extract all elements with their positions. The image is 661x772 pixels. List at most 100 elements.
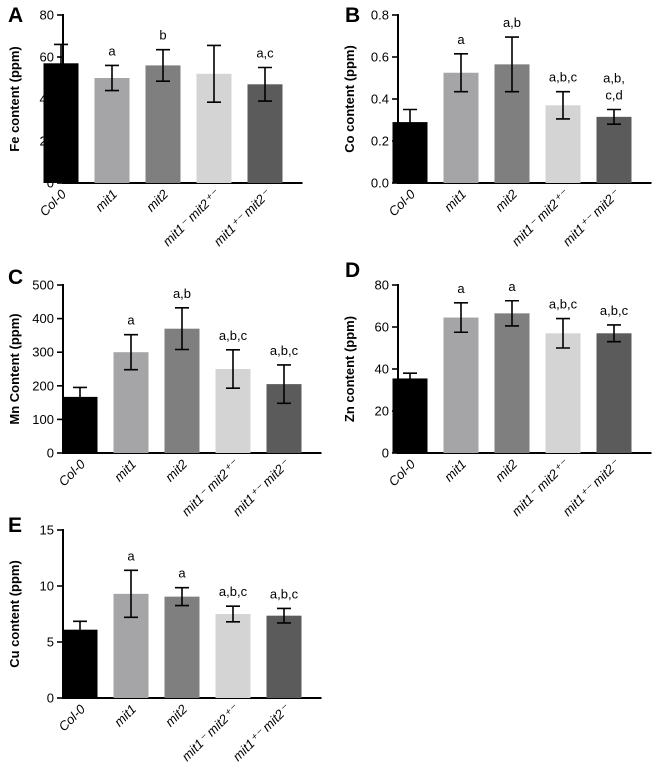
- y-tick-label: 500: [32, 278, 54, 293]
- bar: [43, 63, 79, 183]
- significance-label: a: [127, 548, 135, 563]
- error-bar: [556, 317, 570, 349]
- y-tick-label: 0.4: [371, 92, 389, 107]
- x-tick-label: mit2: [162, 701, 191, 730]
- y-tick-label: 80: [375, 278, 389, 293]
- x-tick-label: Col-0: [56, 456, 89, 489]
- error-bar: [105, 64, 119, 92]
- x-tick-label: Col-0: [386, 186, 419, 219]
- significance-label: b: [159, 28, 166, 43]
- y-axis-title: Mn Content (ppm): [7, 313, 22, 424]
- x-tick-label: mit2: [492, 186, 521, 215]
- bar: [145, 65, 181, 183]
- significance-label: a,b,c: [600, 303, 629, 318]
- bar: [596, 333, 632, 453]
- x-tick-label: Col-0: [56, 701, 89, 734]
- bar: [596, 116, 632, 183]
- x-tick-label: mit1: [92, 187, 120, 215]
- y-tick-label: 5: [47, 635, 54, 650]
- error-bar: [403, 372, 417, 385]
- significance-label: a: [178, 566, 186, 581]
- error-bar: [73, 386, 87, 408]
- y-tick-label: 300: [32, 345, 54, 360]
- bar: [494, 313, 530, 453]
- significance-label: a,b,c: [270, 586, 299, 601]
- significance-label: a,b,c: [219, 584, 248, 599]
- error-bar: [607, 108, 621, 125]
- x-tick-label: mit2: [143, 186, 172, 215]
- bar: [545, 333, 581, 453]
- x-tick-label: mit1: [441, 187, 469, 215]
- error-bar: [226, 605, 240, 623]
- significance-label: a: [457, 281, 465, 296]
- significance-label: a: [508, 279, 516, 294]
- y-tick-label: 60: [375, 320, 389, 335]
- significance-label: a,c: [256, 46, 274, 61]
- y-tick-label: 0: [47, 446, 54, 461]
- bar: [215, 614, 251, 698]
- panel-label: A: [8, 4, 23, 27]
- y-tick-label: 80: [40, 8, 54, 23]
- panel-label: E: [8, 514, 22, 537]
- panel-label: B: [345, 4, 360, 27]
- y-tick-label: 100: [32, 412, 54, 427]
- y-tick-label: 20: [375, 404, 389, 419]
- significance-label: a: [108, 43, 116, 58]
- panel-e: E Cu content (ppm) 0 5 10 15 Col-0 a mit1 a mit2 a,…: [7, 514, 322, 764]
- error-bar: [403, 108, 417, 136]
- significance-label: a,b,: [603, 71, 625, 86]
- panel-label: D: [345, 259, 360, 282]
- error-bar: [454, 302, 468, 334]
- y-tick-label: 0.0: [371, 176, 389, 191]
- error-bar: [277, 364, 291, 405]
- panel-c: C Mn Content (ppm) 0 100 200 300 400 500 Col-0 a m…: [7, 266, 322, 519]
- significance-label: a: [457, 32, 465, 47]
- y-tick-label: 0: [382, 446, 389, 461]
- error-bar: [175, 586, 189, 607]
- y-tick-label: 0: [47, 691, 54, 706]
- y-tick-label: 10: [40, 579, 54, 594]
- x-tick-label: mit1: [111, 457, 139, 485]
- error-bar: [505, 36, 519, 93]
- error-bar: [258, 66, 272, 102]
- error-bar: [73, 620, 87, 639]
- error-bar: [207, 44, 221, 103]
- y-tick-label: 400: [32, 311, 54, 326]
- error-bar: [607, 324, 621, 343]
- y-tick-label: 40: [375, 362, 389, 377]
- x-tick-label: Col-0: [386, 456, 419, 489]
- y-tick-label: 0.8: [371, 8, 389, 23]
- x-tick-label: Col-0: [37, 186, 70, 219]
- error-bar: [277, 607, 291, 624]
- significance-label: a,b: [503, 15, 521, 30]
- significance-label: a: [127, 313, 135, 328]
- significance-label: a,b: [173, 286, 191, 301]
- significance-label: a,b,c: [549, 70, 578, 85]
- bar: [62, 629, 98, 698]
- y-axis-title: Zn content (ppm): [342, 316, 357, 422]
- significance-label: c,d: [605, 88, 622, 103]
- error-bar: [505, 299, 519, 327]
- error-bar: [54, 43, 68, 83]
- y-axis-title: Fe content (ppm): [7, 46, 22, 151]
- panel-b: B Co content (ppm) 0.0 0.2 0.4 0.6 0.8 Col-0 a mi…: [342, 4, 652, 249]
- error-bar: [124, 569, 138, 619]
- x-tick-label: mit2: [492, 456, 521, 485]
- significance-label: a,b,c: [219, 328, 248, 343]
- panel-label: C: [8, 266, 23, 289]
- x-tick-label: mit1: [111, 702, 139, 730]
- bar: [164, 596, 200, 698]
- error-bar: [226, 349, 240, 389]
- error-bar: [556, 90, 570, 120]
- y-tick-label: 0.2: [371, 134, 389, 149]
- bar: [392, 378, 428, 453]
- y-tick-label: 0.6: [371, 50, 389, 65]
- error-bar: [156, 48, 170, 82]
- bar: [443, 317, 479, 453]
- y-axis-title: Co content (ppm): [342, 45, 357, 153]
- x-tick-label: mit1: [441, 457, 469, 485]
- significance-label: a,b,c: [270, 343, 299, 358]
- significance-label: a,b,c: [549, 297, 578, 312]
- x-tick-label: mit2: [162, 456, 191, 485]
